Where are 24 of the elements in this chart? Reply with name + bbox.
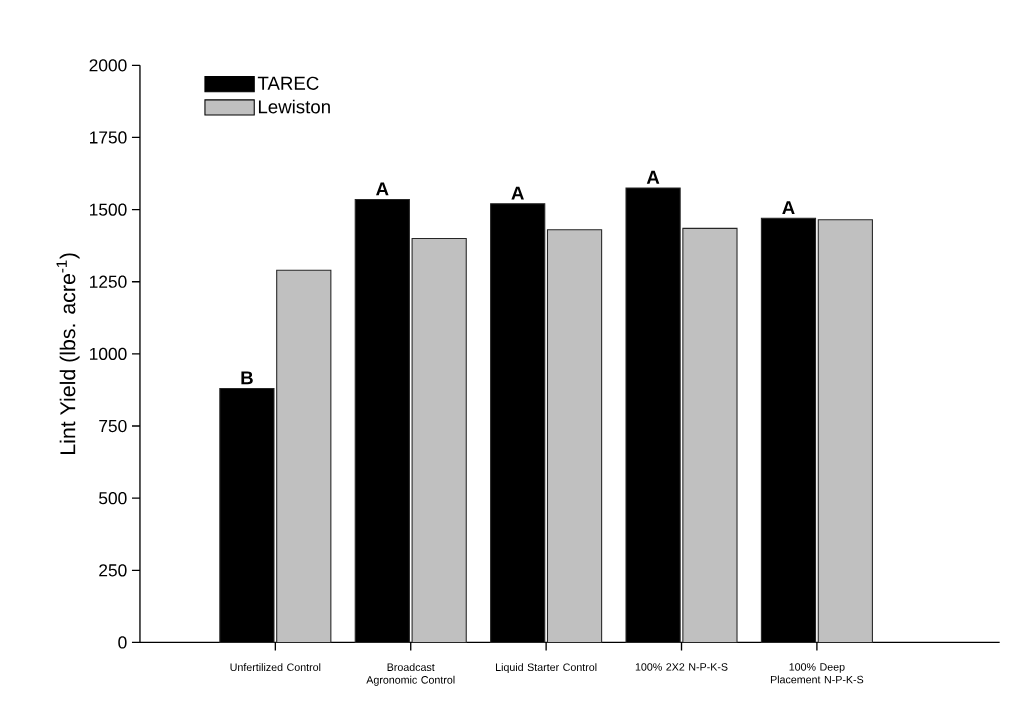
bar <box>546 229 603 644</box>
y-tick-label: 1750 <box>90 131 127 144</box>
x-tick-label: Unfertilized Control <box>230 663 321 672</box>
x-tick-label: Broadcast Agronomic Control <box>366 663 455 686</box>
bar <box>817 219 873 644</box>
x-tick-label: Liquid Starter Control <box>496 663 597 674</box>
annotation: A <box>511 186 524 200</box>
y-tick-label: 1250 <box>90 275 127 288</box>
x-tick-label: 100% 2X2 N-P-K-S <box>635 663 728 671</box>
y-tick-label: 0 <box>118 636 127 649</box>
legend-label: TAREC <box>257 76 319 90</box>
y-tick-label: 1000 <box>90 347 127 361</box>
y-tick-label: 500 <box>99 492 127 505</box>
y-tick-label: 2000 <box>89 59 127 72</box>
annotation: A <box>376 182 389 196</box>
annotation: A <box>646 170 660 184</box>
y-tick-label: 750 <box>99 420 127 433</box>
annotation: B <box>241 371 253 385</box>
y-tick-label: 250 <box>99 564 127 577</box>
y-tick-label: 1500 <box>90 203 127 216</box>
x-tick-label: 100% Deep Placement N-P-K-S <box>770 663 864 684</box>
y-axis-title: Lint Yield (lbs. acre$^{-1}$) <box>56 253 80 455</box>
legend-label: Lewiston <box>258 99 330 114</box>
annotation: A <box>782 201 795 215</box>
